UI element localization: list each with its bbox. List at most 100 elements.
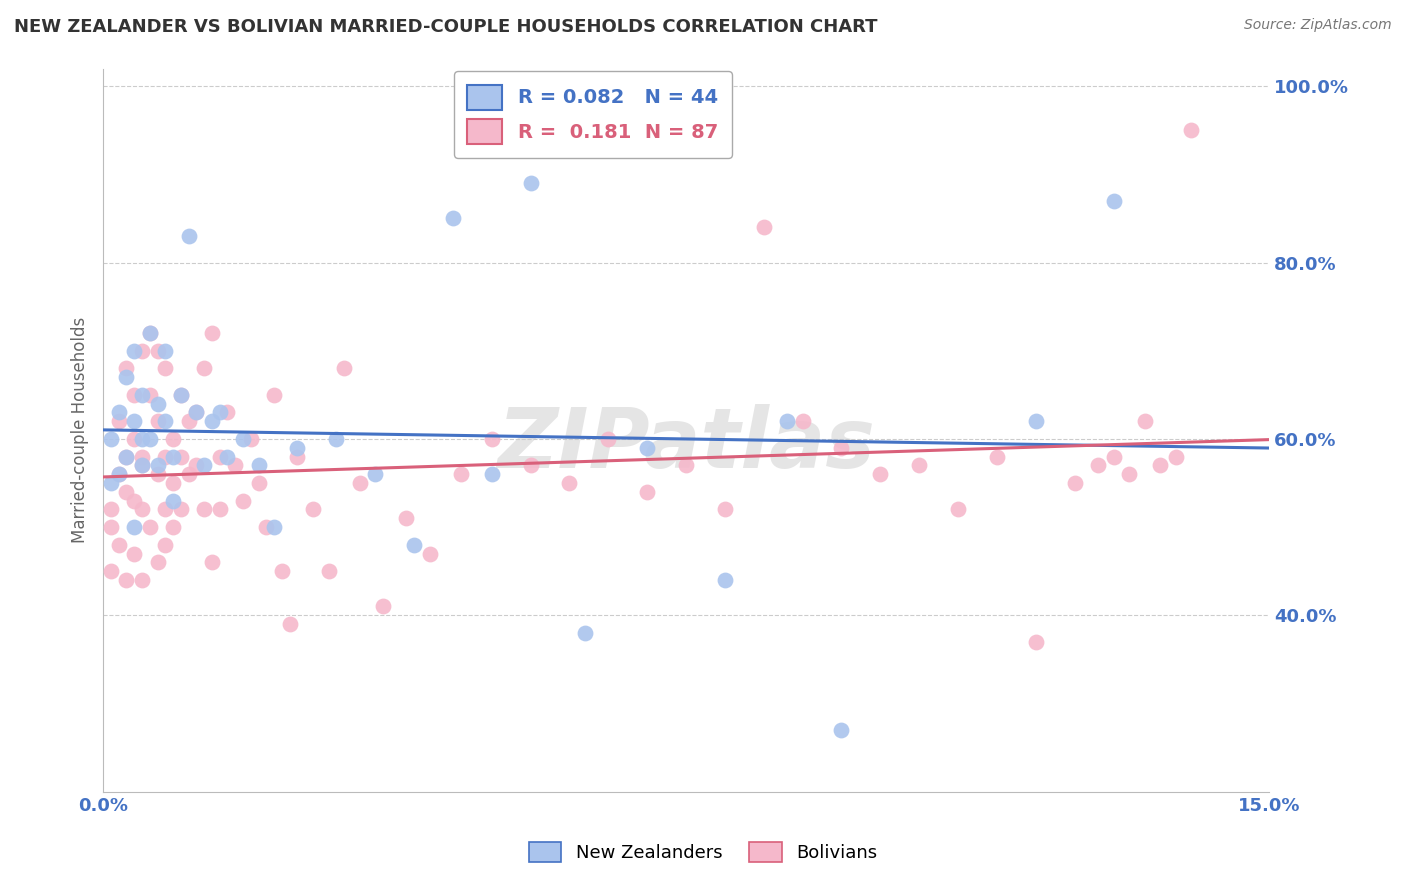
Point (122, 547, 145, 561)
Point (232, 493, 254, 508)
Point (481, 432, 503, 446)
Point (162, 520, 184, 534)
Point (792, 414, 814, 428)
Point (162, 432, 184, 446)
Point (107, 467, 129, 482)
Point (122, 493, 145, 508)
Point (287, 450, 309, 464)
Point (193, 458, 215, 473)
Point (247, 476, 270, 491)
Point (131, 343, 153, 358)
Point (441, 211, 464, 226)
Point (1025, 414, 1047, 428)
Point (908, 458, 931, 473)
Point (217, 405, 239, 419)
Point (100, 476, 122, 491)
Point (122, 414, 145, 428)
Point (254, 520, 277, 534)
Point (263, 388, 285, 402)
Point (450, 467, 472, 482)
Point (574, 626, 596, 640)
Point (107, 467, 129, 482)
Point (208, 405, 231, 419)
Point (146, 555, 169, 569)
Point (278, 617, 301, 632)
Point (519, 458, 541, 473)
Point (162, 450, 184, 464)
Text: ZIPatlas: ZIPatlas (498, 404, 875, 485)
Point (155, 538, 177, 552)
Point (122, 343, 145, 358)
Point (217, 450, 239, 464)
Point (402, 538, 425, 552)
Point (830, 441, 852, 455)
Point (186, 405, 208, 419)
Point (139, 326, 162, 340)
Text: Source: ZipAtlas.com: Source: ZipAtlas.com (1244, 18, 1392, 32)
Point (201, 326, 224, 340)
Point (201, 555, 224, 569)
Point (1063, 476, 1085, 491)
Point (122, 432, 145, 446)
Point (208, 450, 231, 464)
Point (155, 343, 177, 358)
Point (155, 414, 177, 428)
Point (115, 484, 138, 499)
Point (155, 361, 177, 376)
Point (1149, 458, 1171, 473)
Point (146, 414, 169, 428)
Point (170, 450, 193, 464)
Point (869, 467, 891, 482)
Point (193, 502, 215, 516)
Point (115, 450, 138, 464)
Point (155, 450, 177, 464)
Point (1102, 194, 1125, 208)
Point (636, 441, 658, 455)
Point (107, 538, 129, 552)
Point (100, 502, 122, 516)
Point (139, 432, 162, 446)
Point (146, 467, 169, 482)
Point (302, 502, 325, 516)
Point (371, 599, 394, 614)
Point (224, 458, 246, 473)
Point (1118, 467, 1140, 482)
Point (115, 573, 138, 587)
Point (675, 458, 697, 473)
Point (139, 520, 162, 534)
Point (115, 370, 138, 384)
Point (131, 458, 153, 473)
Point (419, 547, 441, 561)
Point (986, 450, 1008, 464)
Point (146, 343, 169, 358)
Point (776, 414, 799, 428)
Legend: New Zealanders, Bolivians: New Zealanders, Bolivians (522, 834, 884, 870)
Point (146, 397, 169, 411)
Point (122, 388, 145, 402)
Point (714, 502, 737, 516)
Point (333, 361, 356, 376)
Point (201, 414, 224, 428)
Point (146, 458, 169, 473)
Point (107, 414, 129, 428)
Point (162, 476, 184, 491)
Point (239, 432, 262, 446)
Point (115, 361, 138, 376)
Point (263, 520, 285, 534)
Point (1102, 450, 1125, 464)
Point (170, 388, 193, 402)
Point (325, 432, 347, 446)
Point (170, 388, 193, 402)
Point (100, 520, 122, 534)
Point (177, 414, 200, 428)
Point (598, 432, 620, 446)
Point (155, 502, 177, 516)
Point (270, 564, 292, 578)
Point (107, 405, 129, 419)
Point (946, 502, 969, 516)
Point (364, 467, 387, 482)
Text: NEW ZEALANDER VS BOLIVIAN MARRIED-COUPLE HOUSEHOLDS CORRELATION CHART: NEW ZEALANDER VS BOLIVIAN MARRIED-COUPLE… (14, 18, 877, 36)
Point (177, 229, 200, 244)
Point (131, 432, 153, 446)
Point (170, 502, 193, 516)
